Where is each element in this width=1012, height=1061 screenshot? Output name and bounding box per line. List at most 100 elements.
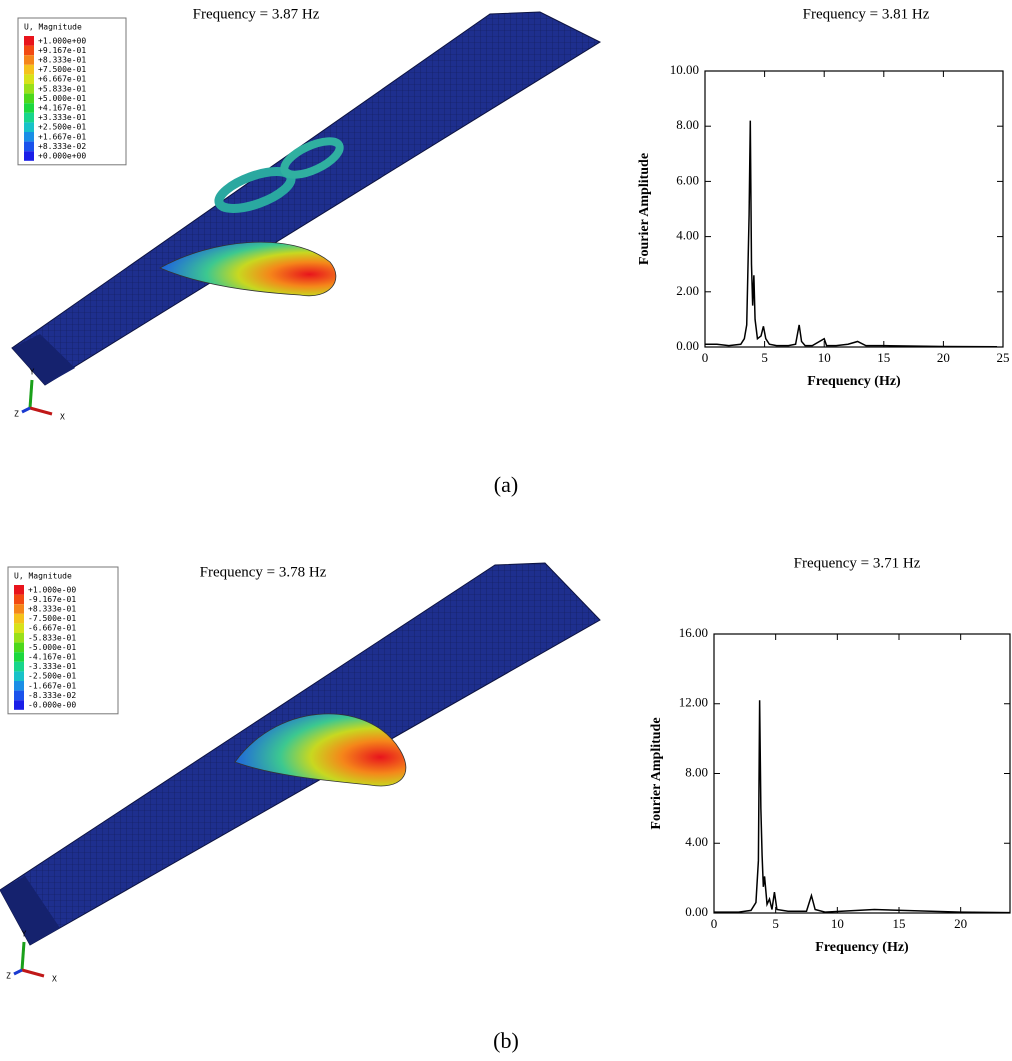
legend-swatch [14,652,24,662]
plot-frame [704,70,1004,348]
legend-swatch [24,122,34,132]
legend-swatch [14,642,24,653]
legend-swatch [14,690,24,701]
legend-swatch [24,132,34,142]
triad-label: Z [6,972,11,981]
legend-label: +4.167e-01 [38,104,86,113]
x-tick-label: 20 [937,350,950,365]
legend-swatch [14,661,24,672]
legend-label: +1.667e-01 [38,132,86,141]
x-tick-label: 10 [818,350,831,365]
x-tick-label: 10 [831,916,844,931]
x-axis-label: Frequency (Hz) [807,374,901,389]
legend-label: +0.000e+00 [38,152,86,161]
legend-label: +6.667e-01 [38,75,86,84]
legend-swatch [14,594,24,605]
legend-swatch [24,103,34,113]
y-tick-label: 0.00 [676,338,699,353]
legend-label: +3.333e-01 [38,113,86,122]
legend-swatch [14,671,24,681]
y-tick-label: 4.00 [676,228,699,243]
legend-swatch [24,112,34,123]
legend-swatch [14,700,24,710]
y-tick-label: 2.00 [676,283,699,298]
x-tick-label: 5 [761,350,768,365]
x-tick-label: 15 [893,916,906,931]
x-tick-label: 0 [702,350,709,365]
legend-swatch [24,55,34,65]
fe-model [0,562,601,946]
legend-box [7,566,119,715]
y-tick-label: 16.00 [679,625,708,640]
legend-label: -7.500e-01 [28,614,76,623]
x-axis-label: Frequency (Hz) [815,940,909,955]
triad-label: X [60,413,65,422]
legend-swatch [24,151,34,161]
y-tick-label: 10.00 [670,62,699,77]
legend-swatch [14,585,24,595]
legend-label: -3.333e-01 [28,662,76,671]
legend-label: +5.000e-01 [38,94,86,103]
legend-label: +1.000e-00 [28,585,76,594]
legend-label: +5.833e-01 [38,84,86,93]
y-tick-label: 6.00 [676,172,699,187]
legend-label: -0.000e-00 [28,701,76,710]
chart-title: Frequency = 3.81 Hz [803,6,930,22]
panel-title: Frequency = 3.78 Hz [200,564,327,580]
legend-label: -5.833e-01 [28,633,76,642]
legend-swatch [24,141,34,152]
spectrum-line [714,700,1011,914]
triad-axis [28,379,34,409]
x-tick-label: 5 [772,916,779,931]
legend-swatch [14,633,24,643]
legend-swatch [24,45,34,56]
legend-label: -2.500e-01 [28,672,76,681]
legend-label: -5.000e-01 [28,643,76,652]
triad-label: Y [22,930,27,939]
y-tick-label: 8.00 [685,764,708,779]
triad-axis [13,968,23,976]
legend-label: +7.500e-01 [38,65,86,74]
legend-swatch [14,681,24,691]
spectrum-line [705,120,998,348]
legend-box [17,17,127,166]
y-tick-label: 4.00 [685,834,708,849]
legend-swatch [24,36,34,46]
caption: (a) [494,472,518,497]
triad-label: Y [30,368,35,377]
triad-label: Z [14,410,19,419]
x-tick-label: 0 [711,916,718,931]
y-tick-label: 12.00 [679,695,708,710]
y-axis-label: Fourier Amplitude [637,153,652,265]
triad-label: X [52,975,57,984]
legend-label: +1.000e+00 [38,36,86,45]
legend-label: -8.333e-02 [28,691,76,700]
triad-axis [29,406,53,416]
legend-label: +8.333e-01 [38,56,86,65]
legend-title: U, Magnitude [14,572,72,581]
panel-title: Frequency = 3.87 Hz [193,6,320,22]
legend-label: -4.167e-01 [28,653,76,662]
legend-label: +2.500e-01 [38,123,86,132]
triad-axis [20,941,26,971]
legend-label: +8.333e-01 [28,605,76,614]
legend-label: +9.167e-01 [38,46,86,55]
legend-label: -1.667e-01 [28,681,76,690]
legend-swatch [14,613,24,624]
caption: (b) [493,1028,519,1053]
legend-label: +8.333e-02 [38,142,86,151]
x-tick-label: 25 [997,350,1010,365]
legend-swatch [14,623,24,633]
legend-swatch [14,604,24,614]
triad-axis [21,406,31,414]
x-tick-label: 15 [877,350,890,365]
legend-title: U, Magnitude [24,23,82,32]
legend-swatch [24,84,34,94]
legend-swatch [24,64,34,75]
triad-axis [21,968,45,978]
y-axis-label: Fourier Amplitude [649,717,664,829]
chart-title: Frequency = 3.71 Hz [794,555,921,571]
y-tick-label: 0.00 [685,904,708,919]
x-tick-label: 20 [954,916,967,931]
